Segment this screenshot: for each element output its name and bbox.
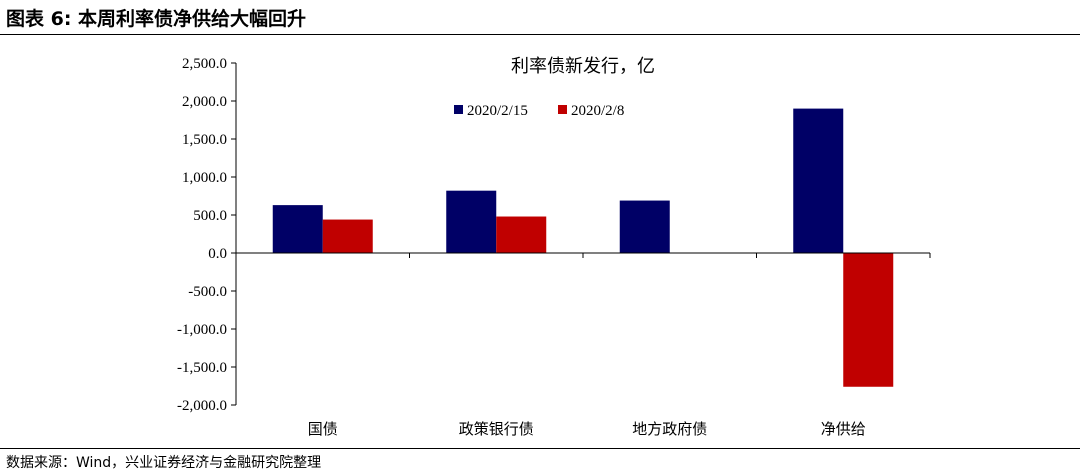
bar bbox=[793, 108, 844, 253]
x-category-label: 地方政府债 bbox=[632, 420, 707, 438]
x-axis: 国债 政策银行债 地方政府债 净供给 bbox=[235, 252, 931, 438]
y-tick-label: 0.0 bbox=[208, 246, 227, 262]
y-tick-label: 500.0 bbox=[193, 208, 227, 224]
x-category-label: 国债 bbox=[308, 420, 338, 438]
top-rule bbox=[0, 34, 1080, 35]
bottom-rule bbox=[0, 448, 1080, 449]
y-tick-label: 1,000.0 bbox=[182, 170, 227, 186]
bar bbox=[272, 205, 323, 253]
legend-label: 2020/2/8 bbox=[571, 103, 624, 119]
source-note: 数据来源：Wind，兴业证券经济与金融研究院整理 bbox=[6, 455, 322, 471]
legend-swatch bbox=[454, 105, 463, 114]
chart-title: 利率债新发行，亿 bbox=[511, 56, 655, 77]
bar bbox=[843, 253, 894, 387]
figure-title: 图表 6: 本周利率债净供给大幅回升 bbox=[6, 8, 307, 30]
y-tick-label: -2,000.0 bbox=[177, 398, 227, 414]
y-tick-label: 2,500.0 bbox=[182, 56, 227, 72]
bar bbox=[496, 216, 547, 253]
legend-label: 2020/2/15 bbox=[467, 103, 528, 119]
x-category-label: 政策银行债 bbox=[459, 420, 534, 438]
y-tick-label: 2,000.0 bbox=[182, 94, 227, 110]
bar bbox=[322, 219, 373, 253]
y-tick-label: 1,500.0 bbox=[182, 132, 227, 148]
y-tick-label: -500.0 bbox=[188, 284, 227, 300]
bar bbox=[619, 200, 670, 253]
bars bbox=[272, 108, 894, 387]
y-tick-label: -1,000.0 bbox=[177, 322, 227, 338]
y-tick-label: -1,500.0 bbox=[177, 360, 227, 376]
legend-swatch bbox=[558, 105, 567, 114]
legend: 2020/2/15 2020/2/8 bbox=[454, 103, 624, 119]
bar bbox=[446, 190, 497, 253]
y-axis: 2,500.0 2,000.0 1,500.0 1,000.0 500.0 0.0 -500… bbox=[177, 56, 237, 414]
x-category-label: 净供给 bbox=[821, 420, 866, 438]
